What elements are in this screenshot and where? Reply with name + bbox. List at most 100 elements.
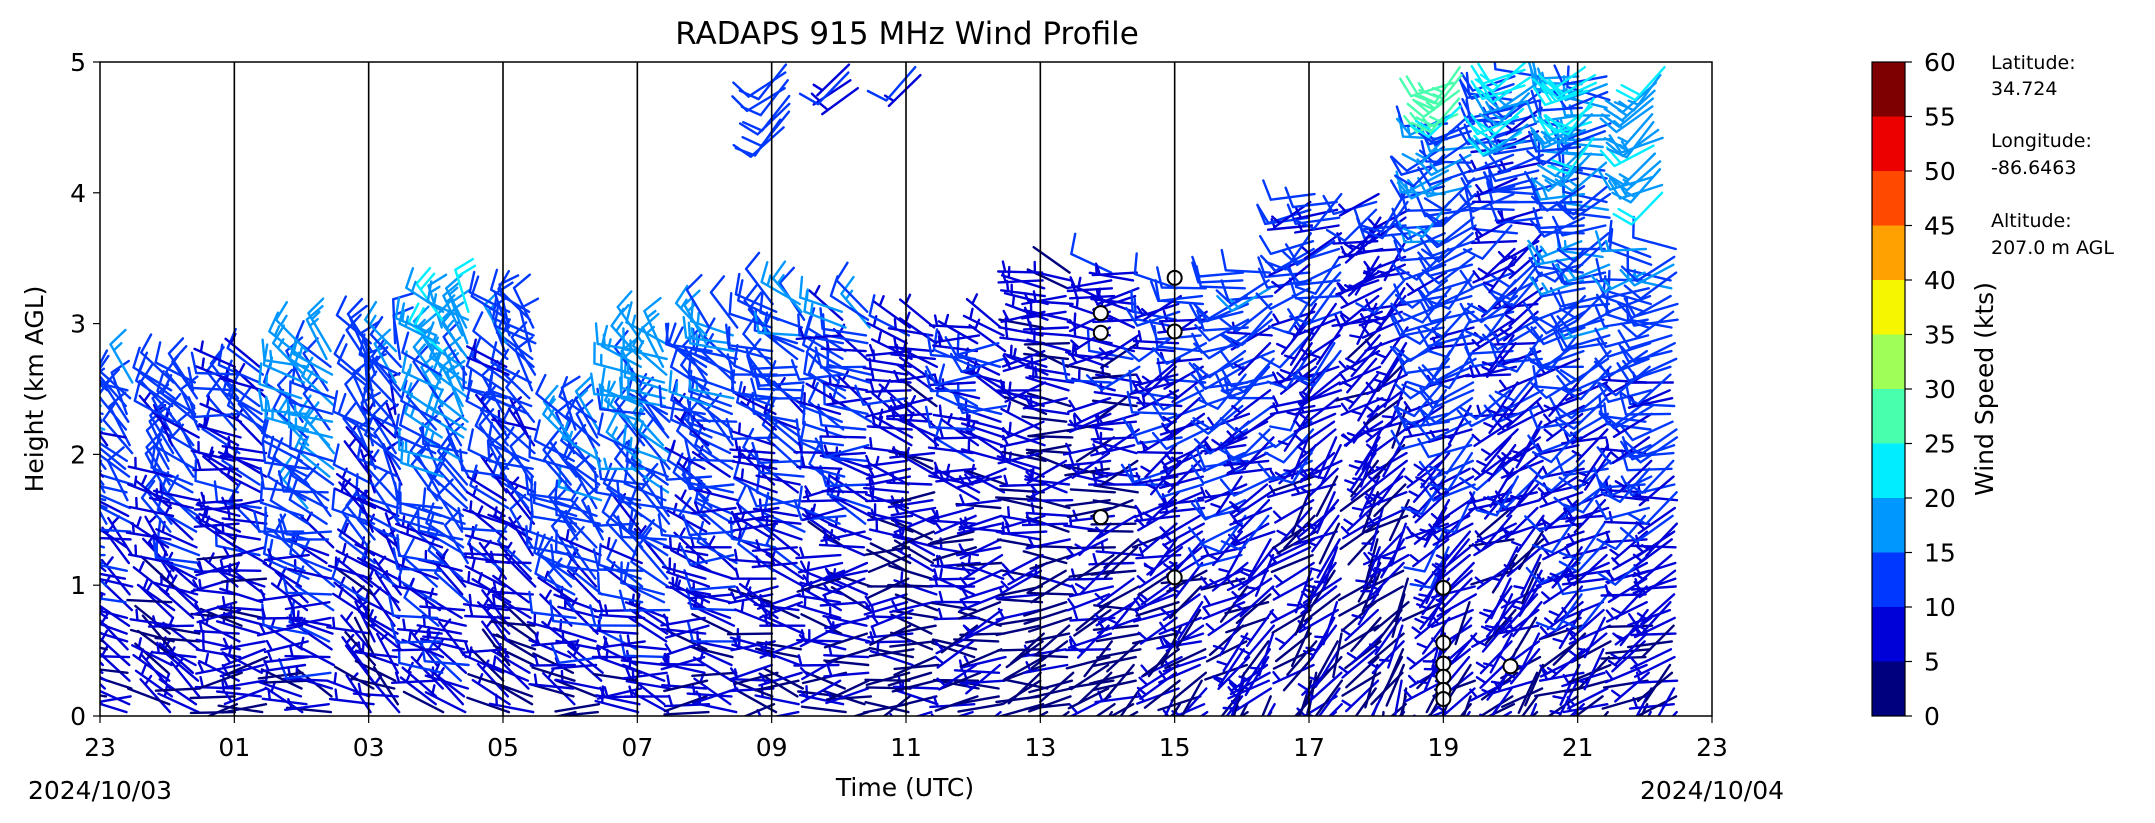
wind-barb bbox=[1271, 263, 1311, 294]
wind-barb bbox=[799, 275, 843, 313]
wind-barb bbox=[1271, 444, 1317, 485]
wind-barb bbox=[1228, 671, 1271, 696]
wind-barb bbox=[393, 413, 437, 455]
wind-barb bbox=[1461, 332, 1514, 355]
wind-barb bbox=[466, 338, 508, 368]
wind-barb bbox=[1598, 365, 1651, 397]
wind-barb bbox=[796, 392, 842, 416]
wind-barb bbox=[454, 257, 477, 313]
wind-barb bbox=[1170, 671, 1207, 702]
wind-barb bbox=[1390, 703, 1407, 716]
wind-barb bbox=[1507, 601, 1543, 638]
wind-barb bbox=[487, 506, 531, 533]
wind-barb bbox=[1607, 269, 1652, 306]
wind-barb bbox=[442, 321, 468, 376]
wind-barb bbox=[1028, 616, 1073, 633]
wind-barb bbox=[1065, 453, 1112, 467]
wind-barb bbox=[392, 547, 443, 572]
x-tick-label: 23 bbox=[1696, 733, 1728, 762]
wind-barb bbox=[554, 710, 577, 716]
wind-barb bbox=[1399, 75, 1455, 98]
wind-barb bbox=[801, 506, 847, 522]
wind-barb bbox=[823, 664, 870, 678]
wind-barb bbox=[1231, 389, 1272, 418]
wind-barb bbox=[1199, 514, 1247, 553]
wind-barb bbox=[574, 375, 600, 431]
wind-barb bbox=[1528, 130, 1582, 153]
wind-barb bbox=[960, 439, 1006, 463]
wind-barb bbox=[674, 489, 711, 525]
wind-barb bbox=[1294, 255, 1341, 295]
wind-barb bbox=[1138, 365, 1177, 398]
wind-barb bbox=[279, 513, 333, 536]
wind-barb bbox=[709, 275, 739, 329]
wind-barb bbox=[814, 437, 870, 458]
wind-barb bbox=[1608, 160, 1662, 192]
wind-barb bbox=[863, 601, 909, 616]
wind-barb bbox=[350, 677, 396, 690]
wind-barb bbox=[100, 459, 107, 470]
wind-barb bbox=[760, 261, 801, 306]
wind-barb bbox=[1623, 271, 1678, 300]
wind-barb bbox=[1641, 624, 1675, 658]
wind-barb bbox=[867, 553, 911, 573]
wind-barb bbox=[864, 546, 911, 556]
wind-barb bbox=[734, 468, 778, 494]
wind-barb bbox=[1495, 208, 1541, 224]
wind-barb bbox=[957, 703, 1004, 713]
wind-barb bbox=[1604, 663, 1648, 684]
wind-barb bbox=[1657, 687, 1676, 716]
wind-barb bbox=[795, 585, 841, 604]
wind-barb bbox=[1148, 389, 1205, 411]
wind-barb bbox=[464, 605, 511, 620]
colorbar-segment bbox=[1872, 334, 1905, 389]
wind-barb bbox=[296, 438, 335, 486]
wind-barb bbox=[1608, 227, 1653, 266]
wind-barb bbox=[1074, 561, 1113, 596]
wind-barb bbox=[419, 595, 466, 612]
wind-barb bbox=[968, 318, 1007, 353]
wind-barb bbox=[1490, 263, 1540, 301]
colorbar-segment bbox=[1872, 443, 1905, 498]
wind-barb bbox=[892, 695, 938, 709]
wind-barb bbox=[1619, 373, 1672, 406]
wind-barb bbox=[827, 679, 870, 701]
wind-barb bbox=[554, 703, 601, 713]
colorbar-segment bbox=[1872, 225, 1905, 280]
wind-barb bbox=[1576, 616, 1606, 659]
wind-barb bbox=[1219, 302, 1273, 333]
wind-barb bbox=[1034, 624, 1071, 656]
wind-barb bbox=[1537, 475, 1579, 501]
wind-barb bbox=[1191, 255, 1245, 278]
wind-barb bbox=[1518, 530, 1544, 571]
colorbar-tick-label: 10 bbox=[1924, 593, 1956, 622]
wind-barb bbox=[621, 666, 668, 680]
wind-barb bbox=[927, 538, 974, 546]
wind-barb bbox=[193, 515, 240, 528]
wind-barb bbox=[1549, 679, 1579, 716]
wind-barb bbox=[1375, 342, 1408, 383]
wind-barb bbox=[663, 694, 711, 708]
wind-barb bbox=[1598, 397, 1653, 426]
wind-barb bbox=[1445, 663, 1472, 704]
wind-barb bbox=[1475, 123, 1529, 154]
wind-barb bbox=[740, 79, 789, 117]
wind-barb bbox=[1623, 428, 1678, 456]
wind-barb bbox=[1138, 522, 1178, 554]
wind-barb bbox=[100, 354, 127, 408]
wind-barb bbox=[759, 640, 803, 659]
wind-barb bbox=[1250, 632, 1275, 677]
wind-barb bbox=[154, 636, 201, 643]
wind-barb bbox=[999, 703, 1045, 716]
wind-barb bbox=[1364, 538, 1379, 584]
wind-barb bbox=[725, 417, 778, 441]
wind-barb bbox=[100, 349, 132, 400]
wind-barb bbox=[1406, 89, 1461, 119]
wind-barb bbox=[934, 514, 977, 535]
wind-barb bbox=[728, 510, 774, 524]
wind-barb bbox=[962, 663, 1002, 695]
wind-barb bbox=[682, 315, 731, 345]
wind-barb bbox=[1547, 136, 1595, 175]
wind-barb bbox=[1556, 373, 1612, 394]
wind-barb bbox=[1095, 514, 1137, 540]
